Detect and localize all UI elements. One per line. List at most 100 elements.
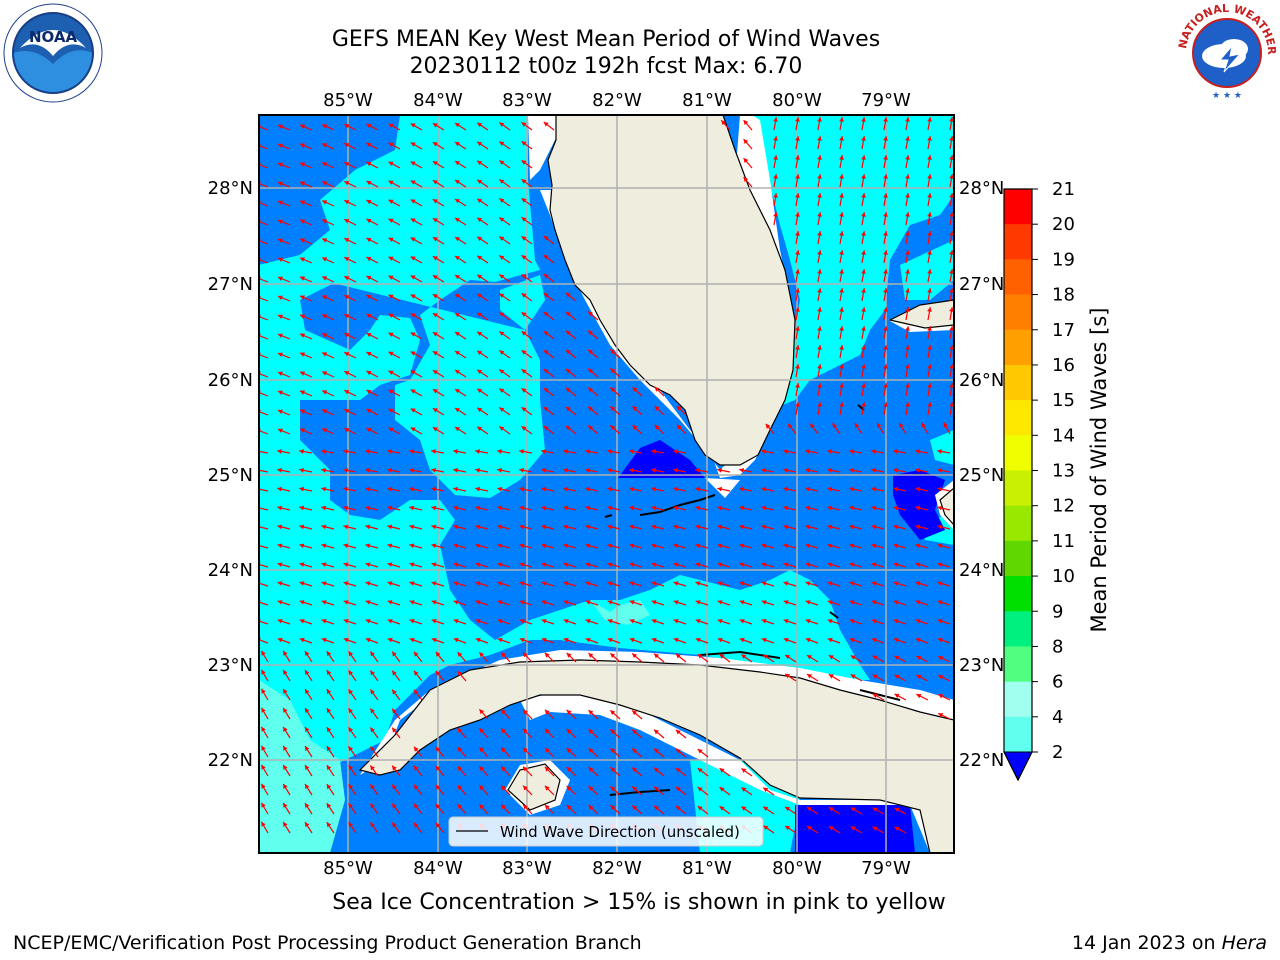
wave-direction-arrow — [369, 689, 379, 701]
wave-direction-arrow — [839, 307, 844, 321]
wave-direction-arrow — [632, 405, 643, 416]
wave-direction-arrow — [849, 618, 863, 625]
wave-direction-arrow — [299, 486, 313, 492]
wave-direction-arrow — [695, 600, 709, 606]
wave-direction-arrow — [476, 160, 489, 169]
wave-direction-arrow — [654, 405, 665, 416]
wave-direction-arrow — [391, 651, 401, 663]
wave-direction-arrow — [366, 123, 379, 131]
wave-direction-arrow — [773, 174, 778, 188]
wave-direction-arrow — [717, 618, 731, 625]
wave-direction-arrow — [282, 688, 291, 701]
wave-direction-arrow — [673, 467, 687, 473]
wave-direction-arrow — [519, 600, 533, 606]
wave-direction-arrow — [260, 726, 269, 739]
wave-direction-arrow — [720, 119, 731, 131]
wave-direction-arrow — [410, 370, 423, 378]
wave-direction-arrow — [937, 581, 951, 587]
wave-direction-arrow — [321, 409, 335, 416]
wave-direction-arrow — [454, 141, 467, 150]
wave-direction-arrow — [343, 486, 357, 492]
wave-direction-arrow — [321, 390, 335, 397]
lat-label: 25°N — [959, 465, 1004, 486]
wave-direction-arrow — [521, 178, 533, 188]
colorbar-segment — [1004, 716, 1032, 753]
wave-direction-arrow — [321, 428, 335, 435]
wave-direction-arrow — [500, 766, 511, 777]
wave-direction-arrow — [413, 651, 423, 663]
wave-direction-arrow — [321, 637, 335, 644]
wave-direction-arrow — [478, 746, 489, 758]
wave-direction-arrow — [676, 424, 687, 435]
wave-direction-arrow — [675, 786, 687, 796]
wave-direction-arrow — [321, 562, 335, 568]
wave-direction-arrow — [409, 562, 423, 568]
wave-direction-arrow — [369, 765, 379, 777]
wave-direction-arrow — [609, 424, 621, 435]
wave-direction-arrow — [321, 238, 335, 245]
wave-direction-arrow — [499, 141, 511, 150]
wave-direction-arrow — [761, 543, 775, 549]
wave-direction-arrow — [872, 693, 885, 701]
wave-direction-arrow — [563, 505, 577, 511]
wave-direction-arrow — [348, 783, 357, 796]
wave-direction-arrow — [839, 345, 844, 359]
wave-direction-arrow — [861, 364, 866, 378]
wave-direction-arrow — [453, 449, 467, 454]
wave-direction-arrow — [741, 805, 753, 815]
wave-direction-arrow — [388, 370, 401, 378]
wave-direction-arrow — [499, 312, 511, 321]
wave-direction-arrow — [741, 767, 753, 777]
wave-direction-arrow — [478, 765, 489, 777]
wave-direction-arrow — [588, 652, 599, 663]
colorbar-tick-label: 11 — [1052, 531, 1075, 552]
wave-direction-arrow — [277, 257, 291, 264]
wave-direction-arrow — [839, 326, 844, 340]
wave-direction-arrow — [717, 562, 731, 568]
wave-direction-arrow — [871, 543, 885, 549]
wave-direction-arrow — [893, 524, 907, 530]
wave-direction-arrow — [299, 600, 313, 606]
keys-and-islands — [604, 404, 901, 796]
wave-direction-arrow — [653, 748, 665, 758]
wave-direction-arrow — [587, 406, 599, 416]
wave-direction-arrow — [585, 449, 599, 454]
wave-direction-arrow — [277, 581, 291, 587]
wave-direction-arrow — [949, 269, 954, 283]
wave-direction-arrow — [938, 655, 951, 663]
wave-direction-arrow — [321, 467, 335, 473]
wave-direction-arrow — [431, 600, 445, 606]
wave-direction-arrow — [435, 765, 445, 777]
wave-direction-arrow — [587, 368, 599, 378]
wave-direction-arrow — [387, 581, 401, 587]
wave-direction-arrow — [717, 486, 731, 492]
wave-direction-arrow — [304, 669, 313, 682]
wave-direction-arrow — [861, 307, 866, 321]
wave-direction-arrow — [475, 618, 489, 625]
colorbar-segment — [1004, 540, 1032, 577]
wave-direction-arrow — [543, 425, 555, 435]
wave-direction-arrow — [850, 673, 863, 682]
wave-direction-arrow — [883, 307, 888, 321]
wave-direction-arrow — [587, 330, 599, 340]
wave-direction-arrow — [588, 766, 599, 777]
wave-direction-arrow — [500, 785, 511, 796]
wave-direction-arrow — [299, 162, 313, 169]
wave-direction-arrow — [299, 352, 313, 359]
wave-direction-arrow — [719, 767, 731, 777]
wave-direction-arrow — [500, 747, 511, 758]
wave-direction-arrow — [883, 269, 888, 283]
wave-direction-arrow — [675, 805, 687, 815]
wave-direction-arrow — [304, 802, 313, 815]
wave-direction-arrow — [949, 250, 954, 264]
wave-direction-arrow — [629, 562, 643, 568]
wave-direction-arrow — [299, 333, 313, 340]
colorbar — [1003, 188, 1033, 782]
wave-direction-arrow — [739, 524, 753, 530]
wave-direction-arrow — [739, 637, 753, 644]
wave-direction-arrow — [565, 330, 577, 340]
wave-direction-arrow — [521, 311, 533, 321]
wave-direction-arrow — [817, 212, 822, 226]
wave-direction-arrow — [761, 486, 775, 492]
wave-direction-arrow — [409, 449, 423, 454]
